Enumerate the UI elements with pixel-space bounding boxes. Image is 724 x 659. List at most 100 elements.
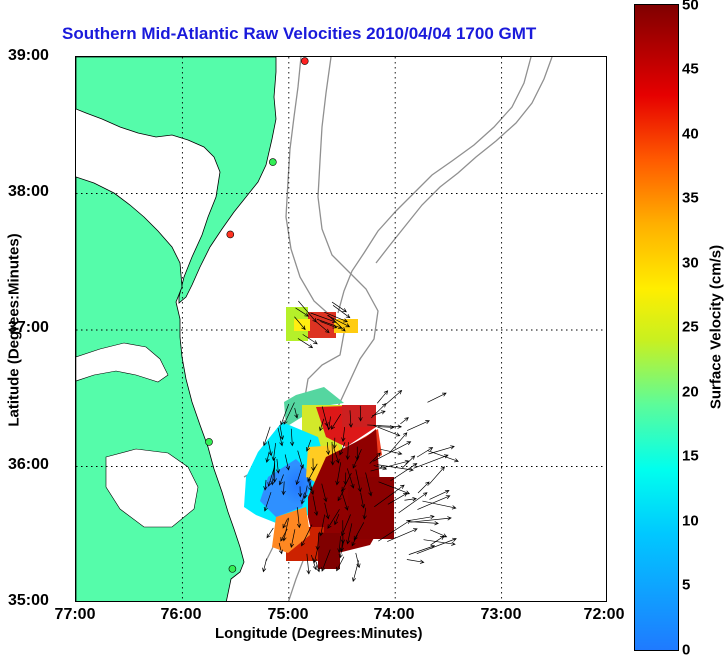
velocity-arrow [406,559,425,564]
velocity-arrow [367,424,403,429]
velocity-arrow [390,463,418,482]
velocity-arrow [355,446,360,461]
velocity-arrow [290,428,295,447]
velocity-arrow [407,521,439,526]
latitude-tick: 39:00 [8,47,49,64]
velocity-arrow [352,449,362,469]
velocity-arrow [374,484,405,508]
velocity-arrow [282,518,288,529]
velocity-arrow [416,537,457,555]
velocity-arrow [413,454,449,469]
longitude-tick: 75:00 [267,606,309,623]
velocity-arrow [427,392,447,403]
velocity-arrow [266,527,274,539]
velocity-arrows [262,300,459,583]
colorbar-tick: 15 [682,447,699,465]
velocity-arrow [307,479,313,492]
colorbar-tick: 25 [682,318,699,336]
velocity-arrow [346,523,353,545]
velocity-arrow [336,556,345,572]
velocity-arrow [339,540,344,553]
velocity-arrow [428,466,445,485]
velocity-arrow [353,522,365,541]
colorbar-tick: 45 [682,60,699,78]
velocity-arrow [305,439,312,452]
velocity-arrow [410,516,452,523]
velocity-arrow [429,489,450,500]
station-markers [205,57,309,573]
velocity-arrow [271,443,276,462]
station-marker [228,565,237,573]
latitude-tick: 36:00 [8,456,49,473]
velocity-arrow [376,464,414,472]
velocity-arrow [262,426,271,447]
velocity-arrow [279,424,285,441]
velocity-arrow [430,535,445,546]
velocity-arrow [275,458,281,474]
velocity-arrow [402,455,416,469]
velocity-arrow [311,554,317,571]
velocity-arrow [348,410,353,428]
velocity-arrow [330,441,335,466]
velocity-arrow [355,469,362,493]
velocity-arrow [315,320,330,334]
velocity-arrow [289,529,296,549]
colorbar-tick: 50 [682,0,699,14]
colorbar-tick: 0 [682,641,691,659]
velocity-arrow [321,483,328,503]
velocity-arrow [355,552,361,569]
velocity-arrow [417,481,430,494]
velocity-arrow [263,492,272,512]
land-mass [76,57,277,601]
colorbar-tick: 40 [682,125,699,143]
velocity-arrow [337,490,344,502]
longitude-tick: 72:00 [583,606,625,623]
velocity-arrow [337,536,342,553]
velocity-arrow [385,389,403,405]
velocity-arrow [365,472,373,497]
velocity-arrow [315,561,321,573]
velocity-arrow [340,489,349,511]
velocity-arrow [340,520,346,545]
latitude-tick: 35:00 [8,592,49,609]
velocity-arrow [321,549,331,572]
velocity-arrow [341,514,351,537]
map-canvas [76,57,606,601]
velocity-arrow [297,450,304,470]
velocity-arrow [417,495,451,510]
velocity-arrow [308,477,315,496]
velocity-arrow [324,502,330,520]
map-plot-area[interactable] [75,56,607,602]
velocity-arrow [404,496,417,502]
velocity-arrow [408,544,436,555]
velocity-arrow [262,558,267,573]
velocity-arrow [267,441,273,457]
velocity-arrow [371,403,387,419]
velocity-arrow [272,458,277,483]
longitude-tick: 77:00 [54,606,96,623]
longitude-tick: 73:00 [480,606,522,623]
velocity-arrow [298,486,303,498]
velocity-arrow [297,338,314,349]
velocity-arrow [380,448,403,456]
colorbar-tick: 35 [682,189,699,207]
station-marker [269,158,277,166]
velocity-arrow [296,507,302,529]
longitude-tick: 74:00 [373,606,415,623]
velocity-arrow [294,407,299,419]
velocity-arrow [295,307,310,317]
velocity-arrow [327,416,332,431]
velocity-field-north [286,307,358,341]
latitude-tick: 38:00 [8,183,49,200]
velocity-arrow [312,495,319,516]
velocity-arrow [346,468,355,489]
velocity-arrow [294,316,306,331]
velocity-arrow [265,451,270,463]
velocity-arrow [343,472,348,486]
velocity-arrow [427,450,459,463]
velocity-arrow [422,500,457,510]
velocity-arrow [387,528,418,542]
velocity-arrow [295,464,303,486]
velocity-arrow [351,560,360,583]
station-marker [205,438,213,446]
